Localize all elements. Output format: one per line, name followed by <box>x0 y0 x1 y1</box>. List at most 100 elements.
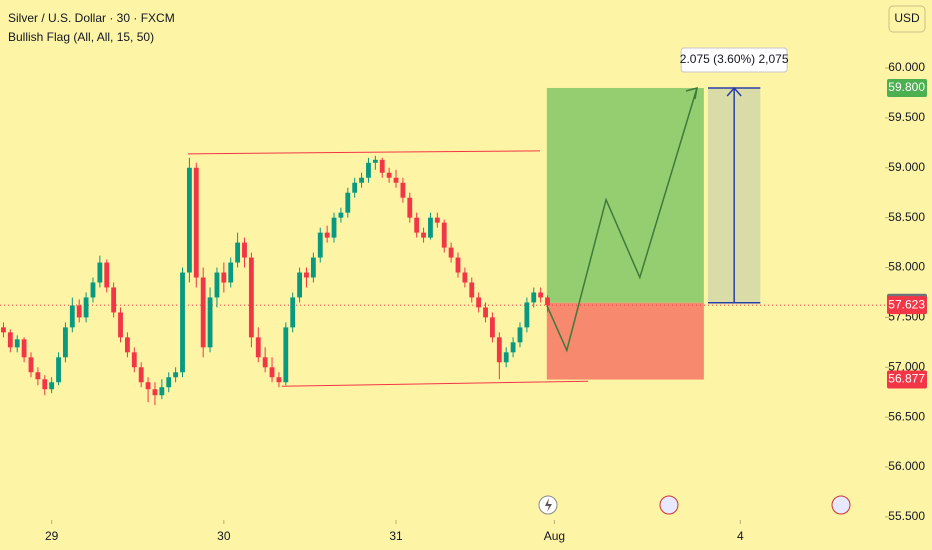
candle-body <box>7 332 13 348</box>
candle-body <box>83 297 89 318</box>
candle-body <box>21 339 27 358</box>
y-tick-label: 59.000 <box>888 160 925 174</box>
measure-label: 2.075 (3.60%) 2,075 <box>680 52 789 66</box>
candle-body <box>338 212 344 218</box>
candle-body <box>483 307 488 318</box>
candle-body <box>524 302 530 328</box>
candle-body <box>276 377 282 383</box>
candle-body <box>441 222 447 248</box>
candle-body <box>469 282 475 298</box>
target-zone <box>546 87 704 303</box>
candle-body <box>235 242 241 263</box>
candle-body <box>372 159 378 163</box>
candle-body <box>180 272 185 373</box>
candle-body <box>228 262 234 283</box>
indicator-label: Bullish Flag (All, All, 15, 50) <box>8 30 154 44</box>
candle-body <box>345 192 351 213</box>
candle-body <box>359 177 364 183</box>
measure-label-box <box>680 47 788 73</box>
candle-body <box>255 337 261 358</box>
candle-body <box>462 272 468 283</box>
candle-body <box>304 272 309 278</box>
stop-tag-bg <box>887 370 927 389</box>
candle-body <box>76 305 82 318</box>
y-tick-label: 56.000 <box>888 459 925 473</box>
candle-body <box>186 167 192 273</box>
candle-body <box>366 162 371 178</box>
candle-body <box>214 272 220 298</box>
candle-body <box>145 382 151 390</box>
x-tick-label: 30 <box>217 529 231 543</box>
y-tick-label: 60.000 <box>888 60 925 74</box>
candle-body <box>428 217 433 238</box>
x-tick-label: Aug <box>544 529 565 543</box>
candle-body <box>290 297 296 328</box>
candle-body <box>49 382 55 390</box>
candle-body <box>331 217 337 238</box>
candle-body <box>1 327 6 333</box>
chart-title: Silver / U.S. Dollar · 30 · FXCM <box>8 11 175 25</box>
event-icons <box>538 495 851 515</box>
candle-body <box>283 327 289 383</box>
flag-line <box>281 380 589 387</box>
candle-body <box>496 337 502 363</box>
candle-body <box>173 372 179 378</box>
candle-body <box>400 182 406 198</box>
candle-body <box>104 262 110 288</box>
candle-body <box>200 277 206 348</box>
candle-body <box>138 367 144 383</box>
stop-zone <box>546 302 704 380</box>
candle-body <box>56 357 61 383</box>
candle-body <box>455 257 461 273</box>
last-price-tag-bg <box>887 296 927 315</box>
y-tick-label: 56.500 <box>888 409 925 423</box>
target-tag-bg <box>887 78 927 97</box>
last-price-tag: 57.623 <box>888 297 925 311</box>
currency-button[interactable] <box>888 5 926 33</box>
candle-body <box>517 327 523 343</box>
x-tick-label: 29 <box>45 529 59 543</box>
candle-body <box>152 389 158 396</box>
y-tick-label: 58.000 <box>888 260 925 274</box>
projection-arrow <box>685 86 698 100</box>
candle-body <box>490 317 495 338</box>
candle-body <box>131 352 137 368</box>
target-tag: 59.800 <box>888 80 925 94</box>
candle-body <box>35 372 41 380</box>
candle-body <box>97 262 103 283</box>
candle-body <box>242 242 247 258</box>
measure-arrow <box>726 86 742 97</box>
candle-body <box>393 177 399 183</box>
candle-body <box>503 352 509 363</box>
candle-body <box>63 327 68 358</box>
candle-body <box>69 305 75 328</box>
candle-body <box>324 232 330 238</box>
y-tick-label: 57.000 <box>888 359 925 373</box>
candle-body <box>510 342 516 353</box>
projection-path <box>546 87 698 353</box>
candle-body <box>531 292 537 303</box>
candle-body <box>193 167 199 278</box>
candle-body <box>379 159 385 173</box>
candle-body <box>90 282 96 298</box>
candle-body <box>111 287 117 313</box>
candle-body <box>269 367 275 378</box>
y-tick-label: 59.500 <box>888 110 925 124</box>
y-tick-label: 55.500 <box>888 509 925 523</box>
candle-body <box>414 217 420 233</box>
candle-body <box>118 312 123 338</box>
y-tick-label: 58.500 <box>888 210 925 224</box>
candle-body <box>448 247 454 258</box>
x-tick-label: 4 <box>737 529 744 543</box>
candle-body <box>317 232 323 258</box>
candle-body <box>42 379 48 390</box>
candle-body <box>352 182 358 193</box>
candle-body <box>476 297 482 308</box>
candle-body <box>434 217 440 223</box>
candle-body <box>159 387 165 396</box>
candle-body <box>310 257 316 278</box>
candle-body <box>538 292 544 298</box>
x-tick-label: 31 <box>389 529 403 543</box>
candle-body <box>207 297 213 348</box>
